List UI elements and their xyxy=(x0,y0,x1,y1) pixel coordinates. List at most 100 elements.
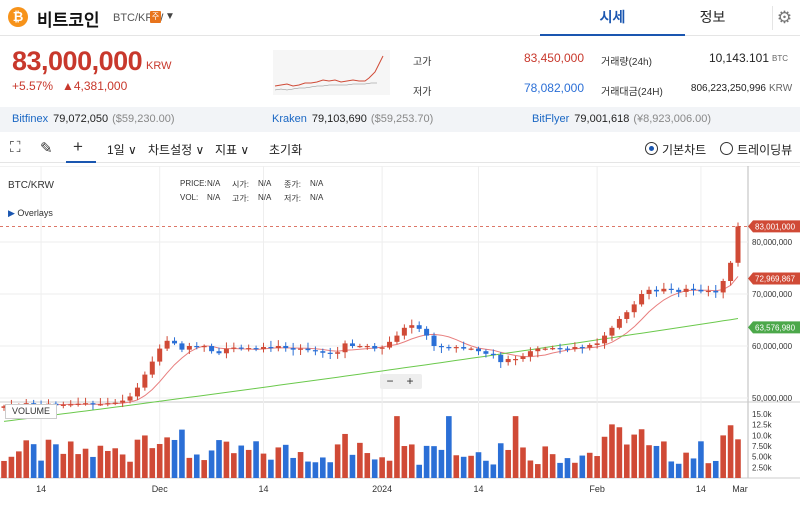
time-axis-label: 2024 xyxy=(372,484,392,494)
volume-axis-label: 15.0k xyxy=(752,410,773,419)
volume-bar xyxy=(320,457,326,478)
candle-body xyxy=(713,290,719,293)
time-axis-label: Mar xyxy=(732,484,748,494)
volume-bar xyxy=(23,440,30,478)
chart-settings-dropdown[interactable]: 차트설정 ∨ xyxy=(148,143,205,157)
gear-icon[interactable]: ⚙ xyxy=(772,6,796,30)
zoom-in-button[interactable]: + xyxy=(406,374,414,388)
time-axis-label: Feb xyxy=(589,484,605,494)
volume-bar xyxy=(601,436,608,478)
price-axis-label: 50,000,000 xyxy=(752,394,793,403)
pencil-icon[interactable]: ✎ xyxy=(40,140,53,157)
candle-body xyxy=(112,402,118,404)
volume-bar xyxy=(535,464,541,478)
candle-body xyxy=(631,304,637,313)
volume-bar xyxy=(505,449,511,478)
amount-24h-unit: KRW xyxy=(769,83,793,94)
volume-bar xyxy=(75,454,81,478)
volume-bar xyxy=(127,461,133,478)
volume-axis-label: 7.50k xyxy=(752,442,773,451)
interval-dropdown[interactable]: 1일 ∨ xyxy=(107,143,137,157)
volume-bar xyxy=(623,444,630,478)
ohlc-low-value: N/A xyxy=(310,193,324,202)
volume-bar xyxy=(8,456,15,478)
volume-bar xyxy=(431,446,437,478)
price-chart-area[interactable]: 80,000,000 70,000,000 60,000,000 50,000,000… xyxy=(0,165,800,506)
volume-axis-label: 12.5k xyxy=(752,421,773,430)
volume-bar xyxy=(475,452,482,478)
volume-bar xyxy=(668,461,675,478)
volume-bar xyxy=(179,429,185,478)
coin-select-chevron-icon[interactable]: ▼ xyxy=(165,11,175,22)
volume-bar xyxy=(483,460,489,478)
volume-bar xyxy=(260,453,267,478)
candle-body xyxy=(557,348,563,350)
price-axis-label: 70,000,000 xyxy=(752,290,793,299)
indicators-dropdown[interactable]: 지표 ∨ xyxy=(215,143,250,157)
volume-bar xyxy=(549,454,556,478)
time-axis-label: 14 xyxy=(473,484,483,494)
volume-bar xyxy=(690,458,697,478)
candles-group xyxy=(1,222,741,412)
volume-bar xyxy=(327,462,334,478)
candle-body xyxy=(342,343,348,353)
volume-24h-unit: BTC xyxy=(772,54,788,63)
basic-chart-radio[interactable] xyxy=(645,142,658,155)
candle-body xyxy=(446,347,452,349)
tab-info[interactable]: 정보 xyxy=(699,9,726,25)
current-price: 83,000,000 xyxy=(12,46,143,76)
volume-bar xyxy=(698,441,704,478)
zoom-out-button[interactable]: − xyxy=(386,374,394,388)
volume-bar xyxy=(631,434,638,478)
volume-bar xyxy=(364,453,371,478)
tab-quotes[interactable]: 시세 xyxy=(540,0,685,36)
time-axis-label: 14 xyxy=(696,484,706,494)
candle-body xyxy=(698,289,704,292)
amount-24h-label: 거래대금(24H) xyxy=(601,87,663,98)
volume-bar xyxy=(564,458,571,478)
volume-bar xyxy=(416,464,422,478)
candle-body xyxy=(364,346,370,348)
long-moving-average-line xyxy=(3,318,739,422)
exchange-kraken[interactable]: Kraken 79,103,690 ($59,253.70) xyxy=(272,113,433,125)
candle-body xyxy=(490,353,496,355)
volume-bar xyxy=(97,445,104,478)
exchange-name: Bitfinex xyxy=(12,113,49,125)
volume-bar xyxy=(216,440,222,478)
candlestick-chart-svg[interactable]: 80,000,000 70,000,000 60,000,000 50,000,000… xyxy=(0,165,800,506)
exchange-bitflyer[interactable]: BitFlyer 79,001,618 (¥8,923,006.00) xyxy=(532,113,711,125)
tradingview-radio[interactable] xyxy=(720,142,733,155)
candle-body xyxy=(335,352,341,354)
reset-button[interactable]: 초기화 xyxy=(269,143,303,157)
candle-body xyxy=(416,325,422,329)
basic-chart-label[interactable]: 기본차트 xyxy=(662,143,707,157)
volume-bar xyxy=(164,437,170,478)
last-price-tag: 83,001,000 xyxy=(755,222,796,231)
chart-axes: 80,000,000 70,000,000 60,000,000 50,000,000… xyxy=(36,220,800,494)
exchange-bitfinex[interactable]: Bitfinex 79,072,050 ($59,230.00) xyxy=(12,113,175,125)
volume-panel-label: VOLUME xyxy=(5,404,57,419)
candle-body xyxy=(594,343,600,345)
candle-body xyxy=(31,403,37,405)
candle-body xyxy=(587,344,593,348)
overlays-toggle[interactable]: ▶ Overlays xyxy=(8,208,53,219)
candle-body xyxy=(676,289,682,292)
candle-body xyxy=(527,351,533,357)
ohlc-vol-value: N/A xyxy=(207,193,221,202)
volume-bar xyxy=(312,462,319,478)
candle-body xyxy=(134,387,140,397)
volume-bar xyxy=(30,444,37,478)
volume-bar xyxy=(735,439,741,478)
coin-name: 비트코인 xyxy=(37,11,100,30)
crosshair-icon[interactable]: + xyxy=(73,137,83,156)
fullscreen-icon[interactable]: ⛶ xyxy=(10,139,21,156)
volume-bar xyxy=(282,444,289,478)
candle-body xyxy=(572,347,578,350)
volume-bar xyxy=(231,453,237,478)
tradingview-label[interactable]: 트레이딩뷰 xyxy=(737,143,793,157)
volume-bar xyxy=(149,448,156,478)
ohlc-open-value: N/A xyxy=(258,179,272,188)
volume-bar xyxy=(119,454,126,478)
volume-bar xyxy=(290,457,296,478)
candle-body xyxy=(535,348,541,352)
